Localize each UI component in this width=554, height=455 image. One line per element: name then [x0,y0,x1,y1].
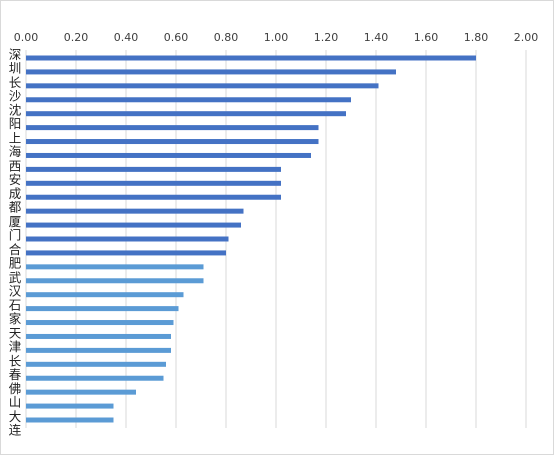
bar [26,166,281,172]
x-tick-label: 1.40 [364,31,389,44]
bar [26,403,114,409]
x-tick-label: 0.80 [214,31,239,44]
bar [26,333,171,339]
bar [26,417,114,423]
bar [26,292,184,298]
bar [26,375,164,381]
x-tick-label: 0.20 [64,31,89,44]
y-tick-label: 合肥 [7,242,22,270]
bar [26,152,311,158]
x-tick-label: 0.00 [14,31,39,44]
bar [26,347,171,353]
bar [26,278,204,284]
bar [26,111,346,117]
bar [26,69,396,75]
y-tick-label: 成都 [7,187,22,214]
bar [26,125,319,131]
x-tick-label: 1.20 [314,31,339,44]
bar [26,208,244,214]
y-tick-label: 深圳 [7,48,22,75]
y-tick-label: 上海 [7,132,22,159]
bar [26,361,166,367]
y-tick-label: 佛山 [7,382,22,409]
bar [26,180,281,186]
x-tick-label: 1.00 [264,31,289,44]
x-tick-label: 0.60 [164,31,189,44]
bar [26,194,281,200]
y-tick-label: 大连 [7,410,22,437]
bar [26,389,136,395]
bar [26,222,241,228]
y-tick-label: 长沙 [7,76,22,103]
bar [26,320,174,326]
bar [26,306,179,312]
x-tick-label: 2.00 [514,31,539,44]
bar [26,236,229,242]
y-tick-label: 沈阳 [7,103,22,131]
bar [26,83,379,89]
y-tick-label: 厦门 [7,215,22,242]
bar [26,264,204,270]
bar [26,55,476,61]
x-tick-label: 1.60 [414,31,439,44]
y-tick-label: 石家 [7,299,22,326]
x-tick-label: 0.40 [114,31,139,44]
y-tick-label: 武汉 [7,271,22,298]
bar [26,139,319,145]
bar [26,250,226,256]
bar [26,97,351,103]
y-tick-label: 天津 [7,326,22,353]
x-tick-label: 1.80 [464,31,489,44]
y-tick-label: 长春 [7,354,22,381]
y-tick-label: 西安 [7,159,22,186]
